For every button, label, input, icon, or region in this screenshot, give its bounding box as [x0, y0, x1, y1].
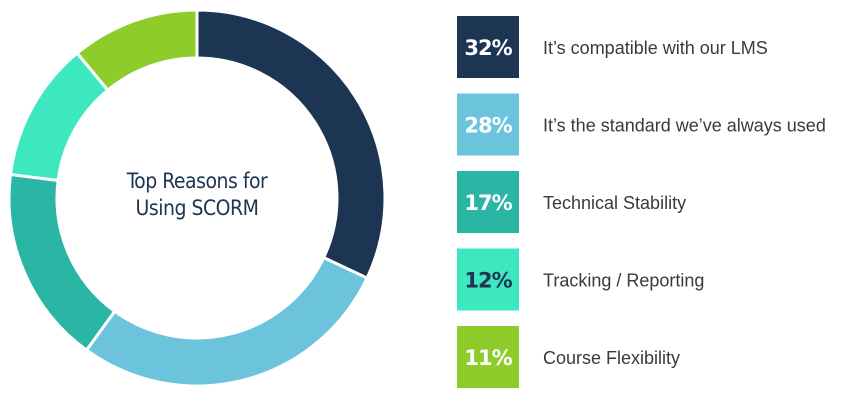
donut-segment	[84, 255, 370, 388]
legend-value: 17%	[464, 191, 512, 215]
chart-title: Top Reasons for Using SCORM	[126, 169, 268, 220]
legend-swatch	[457, 93, 519, 156]
legend-swatch	[457, 16, 519, 78]
legend-value: 32%	[464, 36, 512, 60]
legend-label: Technical Stability	[543, 193, 686, 213]
donut-segment	[7, 172, 117, 353]
legend-label: It’s the standard we’ve always used	[543, 116, 826, 136]
legend-value: 12%	[464, 269, 512, 293]
legend-label: Course Flexibility	[543, 348, 680, 368]
legend-label: It’s compatible with our LMS	[543, 38, 768, 58]
legend-swatch	[457, 326, 519, 388]
legend-swatch	[457, 171, 519, 233]
donut-segment	[75, 8, 199, 93]
legend-swatch	[457, 248, 519, 311]
legend-label: Tracking / Reporting	[543, 271, 704, 291]
legend-value: 11%	[464, 346, 512, 370]
legend-value: 28%	[464, 114, 512, 138]
donut-segment	[195, 8, 387, 281]
